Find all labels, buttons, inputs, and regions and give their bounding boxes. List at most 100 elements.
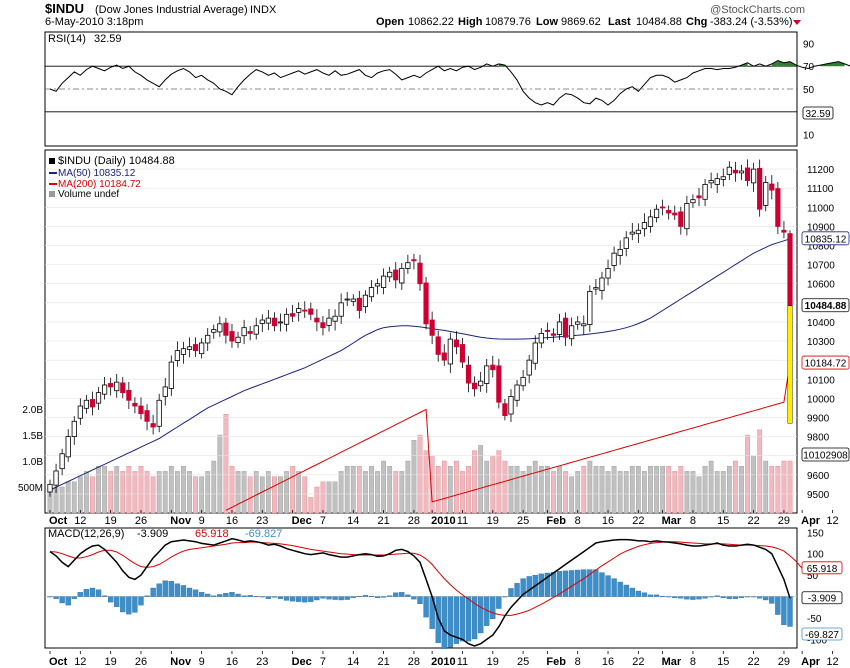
candle-body — [732, 169, 739, 174]
volume-bar — [739, 466, 744, 514]
x-tick-label: 16 — [602, 515, 614, 527]
macd-histogram-bar — [350, 596, 356, 599]
macd-histogram-bar — [387, 595, 393, 597]
volume-bar — [211, 460, 217, 514]
candle-body — [666, 209, 672, 214]
candle-body — [738, 170, 745, 174]
x-tick-label: 12 — [74, 656, 86, 668]
price-tick-label: 10100 — [807, 375, 835, 386]
low-label: Low — [536, 16, 558, 28]
candle-body — [344, 298, 350, 301]
volume-bar — [247, 476, 253, 514]
macd-tick-label: 150 — [807, 528, 824, 539]
price-tick-label: 11100 — [807, 184, 834, 195]
macd-histogram-bar — [77, 592, 83, 597]
macd-histogram-bar — [581, 569, 587, 597]
macd-histogram-bar — [508, 588, 514, 597]
candle-body — [526, 359, 532, 376]
volume-bar — [59, 486, 65, 514]
volume-bar — [514, 466, 520, 514]
volume-bar — [217, 434, 223, 514]
price-panel: 1120011100110001090010800107001060010500… — [18, 149, 850, 514]
candle-body — [235, 336, 241, 343]
rsi-value-tag — [802, 106, 834, 120]
volume-bar — [696, 476, 702, 514]
candle-body — [787, 233, 793, 307]
macd-histogram-bar — [405, 594, 411, 597]
candle-body — [83, 399, 89, 409]
macd-histogram-bar — [757, 596, 763, 599]
chg-label: Chg — [686, 16, 707, 28]
candle-body — [241, 327, 247, 337]
volume-bar — [733, 460, 738, 514]
macd-histogram-bar — [253, 595, 259, 597]
volume-bar — [496, 450, 502, 514]
ma50-value-tag-text: 10835.12 — [805, 234, 847, 245]
macd-histogram-bar — [587, 569, 593, 597]
candle-body — [393, 269, 399, 281]
volume-tick-label: 1.5B — [22, 431, 43, 442]
price-legend: $INDU (Daily) 10484.88 MA(50) 10835.12 M… — [49, 155, 175, 200]
macd-value-tag-text: 65.918 — [807, 564, 838, 575]
volume-tick-label: 500M — [18, 483, 43, 494]
price-tick-label: 10900 — [807, 222, 835, 233]
candle-body — [581, 323, 587, 327]
macd-histogram-bar — [666, 596, 672, 598]
x-tick-label: 12 — [826, 515, 838, 527]
last-value-tag-box — [801, 298, 850, 313]
x-tick-label: Apr — [801, 515, 821, 527]
candle-body — [217, 323, 223, 333]
volume-bar — [775, 466, 781, 514]
macd-histogram-bar — [769, 596, 775, 604]
x-tick-label: 16 — [226, 656, 238, 668]
macd-histogram-bar — [629, 587, 635, 597]
macd-histogram-bar — [47, 596, 53, 598]
candle-body — [744, 167, 751, 181]
legend-volume: Volume undef — [58, 189, 119, 200]
volume-bar — [611, 466, 617, 514]
x-tick-label: 12 — [826, 656, 838, 668]
rsi-tick-label: 90 — [803, 39, 815, 50]
index-name: (Dow Jones Industrial Average) — [95, 4, 248, 16]
volume-bar — [278, 476, 283, 514]
volume-bar — [520, 471, 526, 514]
macd-histogram-bar — [605, 575, 611, 597]
x-tick-label: Dec — [292, 656, 312, 668]
candle-body — [653, 208, 660, 219]
candle-body — [162, 386, 168, 397]
macd-histogram-bar — [217, 594, 223, 597]
macd-histogram-bar — [320, 596, 326, 599]
macd-histogram-bar — [271, 596, 278, 598]
volume-bar — [71, 481, 77, 514]
volume-bar — [399, 471, 405, 514]
volume-bar — [187, 471, 192, 514]
volume-bar — [314, 486, 320, 514]
volume-bar — [338, 471, 344, 514]
macd-histogram-bar — [575, 569, 581, 597]
macd-histogram-bar — [514, 583, 520, 597]
x-tick-label: 8 — [575, 515, 581, 527]
macd-histogram-bar — [168, 580, 174, 597]
macd-histogram-bar — [241, 595, 247, 597]
macd-histogram-bar — [562, 570, 569, 597]
macd-value-tag-box — [801, 561, 843, 575]
rsi-tick-label: 70 — [803, 62, 815, 73]
candle-body — [320, 322, 326, 329]
candle-body — [381, 275, 387, 288]
x-tick-label: 8 — [690, 656, 696, 668]
volume-bar — [672, 471, 678, 514]
x-tick-label: 29 — [778, 515, 790, 527]
x-tick-label: 25 — [517, 656, 529, 668]
candle-body — [575, 321, 581, 325]
macd-histogram-bar — [65, 596, 71, 606]
candle-body — [277, 321, 284, 324]
candle-body — [77, 405, 83, 419]
volume-bar — [120, 471, 126, 514]
candle-body — [192, 344, 199, 352]
macd-histogram-bar — [787, 596, 793, 627]
macd-histogram-bar — [338, 596, 344, 601]
macd-histogram-bar — [732, 596, 739, 599]
macd-histogram-bar — [611, 578, 617, 597]
x-tick-label: 19 — [487, 515, 499, 527]
candle-body — [168, 361, 174, 389]
